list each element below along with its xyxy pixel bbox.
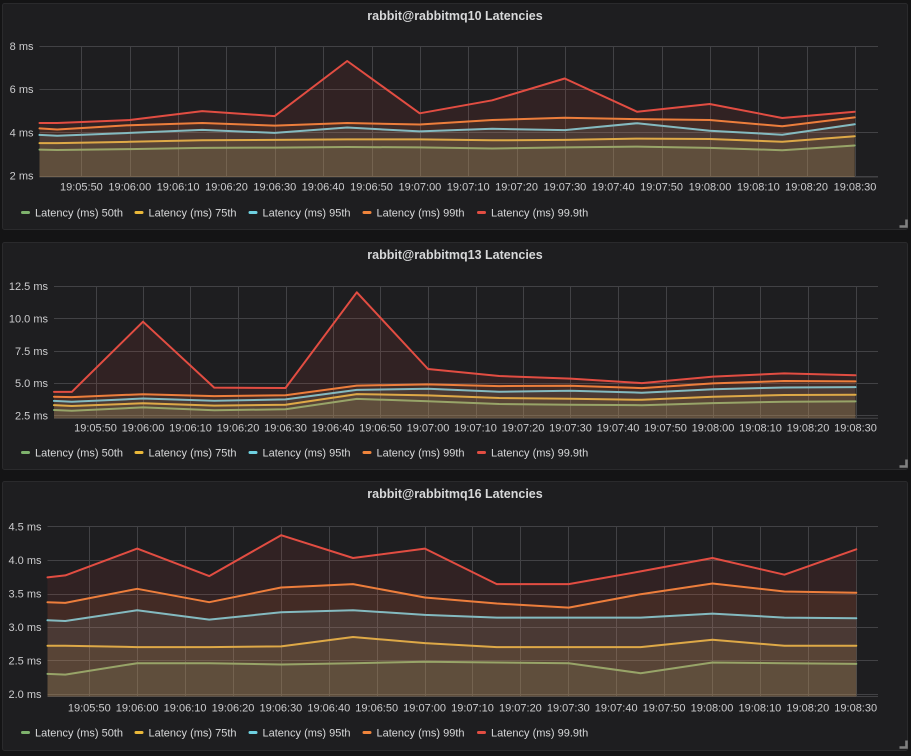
svg-text:19:07:30: 19:07:30 — [543, 182, 586, 194]
svg-text:3.5 ms: 3.5 ms — [8, 589, 42, 601]
svg-text:19:07:30: 19:07:30 — [547, 703, 590, 715]
svg-text:19:08:20: 19:08:20 — [786, 703, 829, 715]
svg-text:Latency (ms) 95th: Latency (ms) 95th — [263, 448, 351, 460]
svg-text:10.0 ms: 10.0 ms — [9, 314, 49, 326]
svg-text:19:07:20: 19:07:20 — [502, 423, 545, 435]
svg-text:4.0 ms: 4.0 ms — [8, 555, 42, 567]
svg-text:2.5 ms: 2.5 ms — [8, 656, 42, 668]
svg-text:6 ms: 6 ms — [10, 84, 34, 96]
svg-text:19:07:30: 19:07:30 — [549, 423, 592, 435]
svg-text:19:08:00: 19:08:00 — [691, 703, 734, 715]
svg-text:Latency (ms) 50th: Latency (ms) 50th — [35, 208, 123, 220]
svg-text:5.0 ms: 5.0 ms — [15, 378, 49, 390]
svg-text:19:07:00: 19:07:00 — [403, 703, 446, 715]
svg-text:19:06:30: 19:06:30 — [253, 182, 296, 194]
svg-text:12.5 ms: 12.5 ms — [9, 281, 49, 293]
svg-text:Latency (ms) 99.9th: Latency (ms) 99.9th — [491, 728, 588, 740]
svg-text:19:06:40: 19:06:40 — [312, 423, 355, 435]
svg-text:19:06:40: 19:06:40 — [307, 703, 350, 715]
svg-text:19:07:00: 19:07:00 — [398, 182, 441, 194]
svg-text:Latency (ms) 95th: Latency (ms) 95th — [263, 728, 351, 740]
svg-text:rabbit@rabbitmq10 Latencies: rabbit@rabbitmq10 Latencies — [367, 9, 542, 23]
svg-text:19:07:10: 19:07:10 — [447, 182, 490, 194]
svg-text:19:07:50: 19:07:50 — [640, 182, 683, 194]
svg-text:19:05:50: 19:05:50 — [60, 182, 103, 194]
svg-text:19:06:50: 19:06:50 — [359, 423, 402, 435]
svg-text:19:06:30: 19:06:30 — [264, 423, 307, 435]
svg-text:Latency (ms) 99th: Latency (ms) 99th — [377, 208, 465, 220]
svg-text:19:06:20: 19:06:20 — [212, 703, 255, 715]
svg-text:19:08:30: 19:08:30 — [834, 182, 877, 194]
svg-text:19:08:20: 19:08:20 — [785, 182, 828, 194]
svg-text:19:06:30: 19:06:30 — [259, 703, 302, 715]
svg-text:19:08:10: 19:08:10 — [739, 423, 782, 435]
svg-text:19:06:10: 19:06:10 — [169, 423, 212, 435]
svg-text:Latency (ms) 75th: Latency (ms) 75th — [149, 448, 237, 460]
svg-text:19:08:00: 19:08:00 — [692, 423, 735, 435]
svg-text:19:07:00: 19:07:00 — [407, 423, 450, 435]
svg-text:Latency (ms) 50th: Latency (ms) 50th — [35, 728, 123, 740]
svg-text:19:07:10: 19:07:10 — [454, 423, 497, 435]
svg-text:Latency (ms) 99.9th: Latency (ms) 99.9th — [491, 208, 588, 220]
svg-text:19:06:20: 19:06:20 — [217, 423, 260, 435]
svg-text:19:06:40: 19:06:40 — [302, 182, 345, 194]
svg-text:19:07:40: 19:07:40 — [597, 423, 640, 435]
svg-text:Latency (ms) 95th: Latency (ms) 95th — [263, 208, 351, 220]
svg-text:19:05:50: 19:05:50 — [68, 703, 111, 715]
svg-text:19:06:50: 19:06:50 — [350, 182, 393, 194]
svg-text:19:06:10: 19:06:10 — [164, 703, 207, 715]
svg-text:19:06:00: 19:06:00 — [108, 182, 151, 194]
svg-text:19:06:50: 19:06:50 — [355, 703, 398, 715]
svg-text:2.5 ms: 2.5 ms — [15, 410, 49, 422]
svg-text:19:06:00: 19:06:00 — [116, 703, 159, 715]
svg-text:Latency (ms) 99th: Latency (ms) 99th — [377, 728, 465, 740]
svg-text:Latency (ms) 75th: Latency (ms) 75th — [149, 208, 237, 220]
svg-text:19:06:10: 19:06:10 — [157, 182, 200, 194]
svg-text:rabbit@rabbitmq16 Latencies: rabbit@rabbitmq16 Latencies — [367, 487, 542, 501]
svg-text:19:07:40: 19:07:40 — [592, 182, 635, 194]
svg-text:19:07:20: 19:07:20 — [495, 182, 538, 194]
svg-text:19:07:50: 19:07:50 — [643, 703, 686, 715]
svg-text:19:05:50: 19:05:50 — [74, 423, 117, 435]
svg-text:2.0 ms: 2.0 ms — [8, 689, 42, 701]
svg-text:19:07:50: 19:07:50 — [644, 423, 687, 435]
svg-text:8 ms: 8 ms — [10, 41, 34, 53]
svg-text:Latency (ms) 75th: Latency (ms) 75th — [149, 728, 237, 740]
svg-text:Latency (ms) 99.9th: Latency (ms) 99.9th — [491, 448, 588, 460]
svg-text:19:08:30: 19:08:30 — [834, 703, 877, 715]
svg-text:7.5 ms: 7.5 ms — [15, 346, 49, 358]
svg-text:19:08:30: 19:08:30 — [834, 423, 877, 435]
svg-text:Latency (ms) 50th: Latency (ms) 50th — [35, 448, 123, 460]
svg-text:19:06:00: 19:06:00 — [122, 423, 165, 435]
svg-text:19:06:20: 19:06:20 — [205, 182, 248, 194]
svg-text:4 ms: 4 ms — [10, 127, 34, 139]
svg-text:19:07:20: 19:07:20 — [499, 703, 542, 715]
svg-text:4.5 ms: 4.5 ms — [8, 522, 42, 534]
svg-text:19:07:10: 19:07:10 — [451, 703, 494, 715]
svg-text:19:07:40: 19:07:40 — [595, 703, 638, 715]
svg-text:19:08:10: 19:08:10 — [737, 182, 780, 194]
svg-text:19:08:00: 19:08:00 — [689, 182, 732, 194]
svg-text:3.0 ms: 3.0 ms — [8, 622, 42, 634]
svg-text:rabbit@rabbitmq13 Latencies: rabbit@rabbitmq13 Latencies — [367, 248, 542, 262]
svg-text:Latency (ms) 99th: Latency (ms) 99th — [377, 448, 465, 460]
svg-text:2 ms: 2 ms — [10, 171, 34, 183]
svg-text:19:08:10: 19:08:10 — [738, 703, 781, 715]
svg-text:19:08:20: 19:08:20 — [787, 423, 830, 435]
